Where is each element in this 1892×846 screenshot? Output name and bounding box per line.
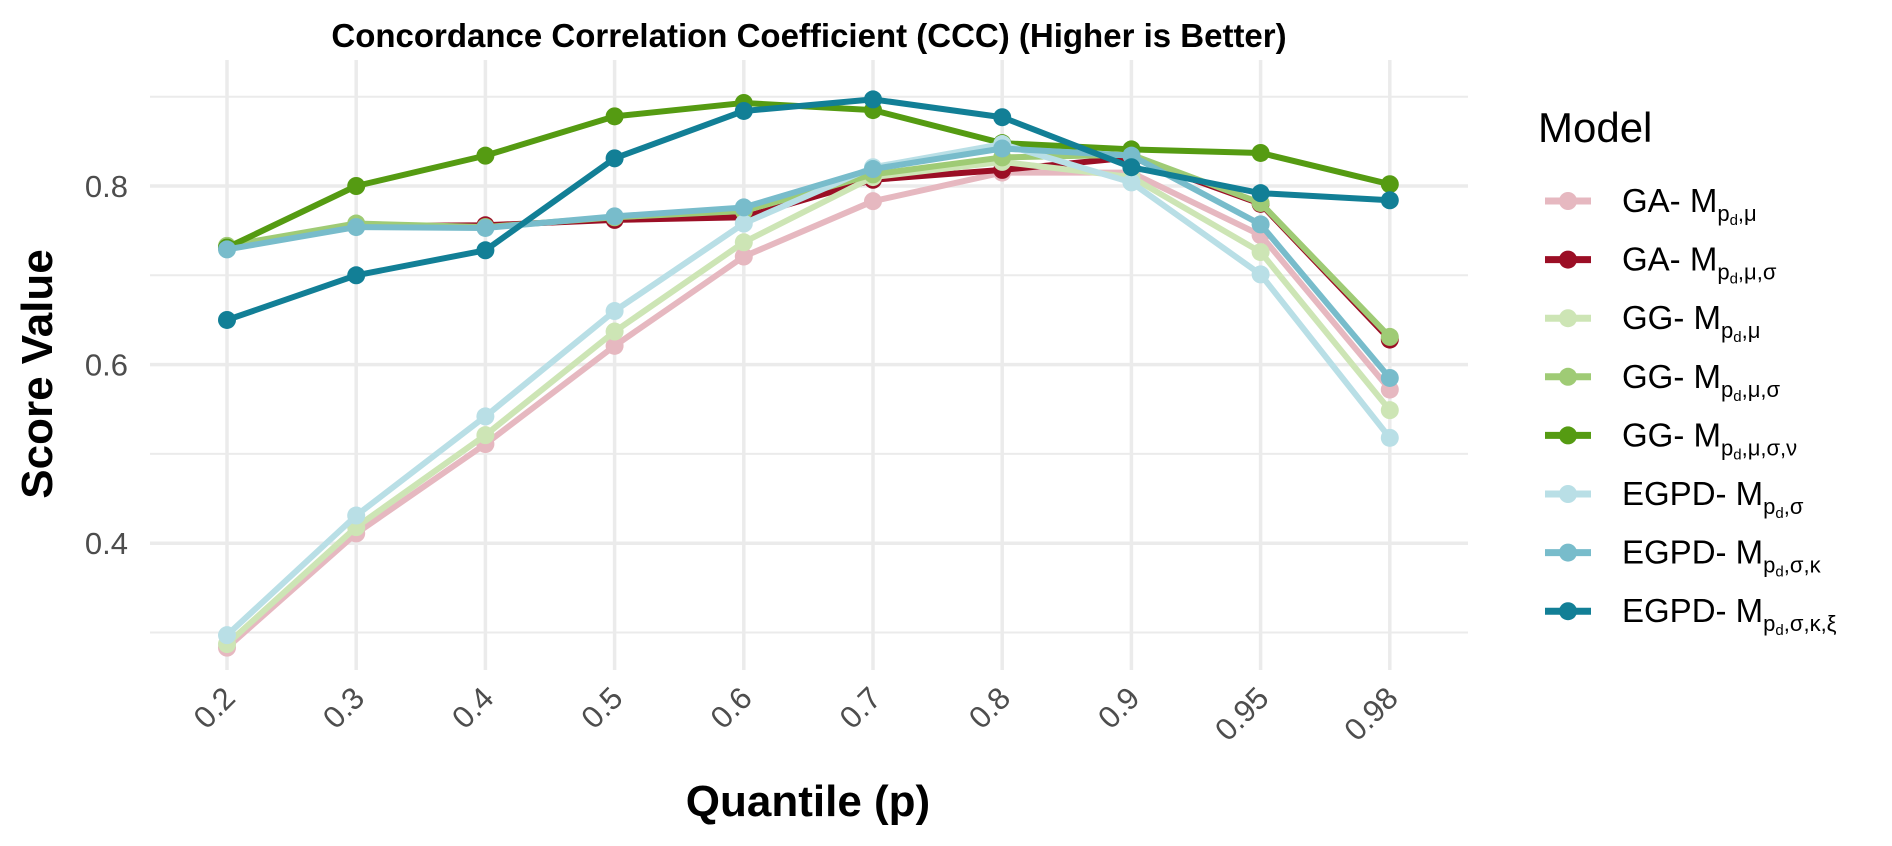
data-point — [864, 192, 882, 211]
legend-key-point — [1559, 309, 1577, 328]
data-point — [605, 207, 624, 226]
legend-item: GG- Mpd,μ — [1545, 299, 1760, 346]
legend-item: EGPD- Mpd,σ,κ,ξ — [1545, 592, 1837, 639]
data-point — [605, 149, 624, 168]
x-tick-label: 0.95 — [1208, 680, 1275, 747]
data-point — [734, 198, 753, 217]
y-tick-label: 0.8 — [85, 169, 128, 204]
data-point — [1380, 327, 1399, 346]
data-point — [476, 146, 495, 165]
data-point — [1122, 158, 1141, 177]
data-point — [347, 218, 366, 237]
data-point — [864, 160, 882, 179]
data-point — [734, 247, 753, 266]
legend-label: GA- Mpd,μ,σ — [1622, 241, 1777, 288]
data-point — [864, 90, 882, 109]
legend-key-point — [1559, 250, 1577, 269]
data-point — [1251, 143, 1270, 162]
series-line — [225, 169, 1393, 650]
data-point — [605, 336, 624, 355]
x-tick-label: 0.5 — [574, 680, 629, 735]
y-axis-ticks: 0.4 0.6 0.8 — [85, 169, 128, 561]
data-point — [476, 241, 495, 260]
data-point — [605, 322, 624, 341]
series-line — [226, 145, 1393, 380]
data-point — [1380, 368, 1399, 387]
chart-title: Concordance Correlation Coefficient (CCC… — [331, 17, 1286, 54]
series-layer — [218, 90, 1399, 657]
x-tick-label: 0.2 — [187, 680, 242, 735]
legend-key-point — [1559, 602, 1577, 621]
data-point — [1122, 173, 1141, 192]
legend-label: GA- Mpd,μ — [1622, 182, 1757, 229]
legend-key-point — [1559, 192, 1577, 210]
series-line — [224, 158, 1393, 647]
data-point — [993, 108, 1012, 127]
legend-key-point — [1559, 426, 1577, 445]
series-line — [226, 96, 1390, 323]
data-point — [1251, 215, 1270, 234]
data-point — [218, 626, 236, 645]
legend-item: GG- Mpd,μ,σ,ν — [1545, 416, 1797, 463]
legend-item: GG- Mpd,μ,σ — [1545, 358, 1780, 405]
y-tick-label: 0.4 — [85, 526, 128, 561]
x-tick-label: 0.8 — [962, 680, 1017, 735]
x-axis-title: Quantile (p) — [686, 777, 930, 826]
series-line — [224, 141, 1393, 638]
data-point — [605, 302, 624, 321]
data-point — [218, 310, 236, 329]
legend-item: GA- Mpd,μ — [1545, 182, 1757, 229]
data-point — [1380, 401, 1399, 420]
data-point — [476, 218, 495, 237]
data-point — [1251, 184, 1270, 203]
data-point — [993, 139, 1012, 158]
y-tick-label: 0.6 — [85, 348, 128, 383]
data-point — [476, 407, 495, 426]
data-point — [1380, 191, 1399, 210]
legend-key-point — [1559, 543, 1577, 562]
x-tick-label: 0.3 — [316, 680, 371, 735]
grid — [150, 60, 1468, 670]
x-tick-label: 0.4 — [445, 680, 500, 735]
legend-item: EGPD- Mpd,σ,κ — [1545, 534, 1822, 581]
data-point — [1251, 265, 1270, 284]
data-point — [605, 107, 624, 126]
legend-title: Model — [1538, 104, 1652, 151]
legend-label: EGPD- Mpd,σ,κ,ξ — [1622, 592, 1837, 639]
data-point — [734, 214, 753, 233]
legend-label: GG- Mpd,μ,σ — [1622, 358, 1780, 405]
data-point — [1380, 428, 1399, 447]
x-axis-ticks: 0.2 0.3 0.4 0.5 0.6 0.7 0.8 0.9 0.95 0.98 — [187, 680, 1405, 747]
x-tick-label: 0.6 — [704, 680, 759, 735]
data-point — [734, 233, 753, 252]
data-point — [476, 426, 495, 445]
x-tick-label: 0.7 — [833, 680, 888, 735]
legend-key-point — [1559, 485, 1577, 503]
x-tick-label: 0.9 — [1091, 680, 1146, 735]
data-point — [734, 101, 753, 120]
data-point — [347, 177, 366, 195]
legend-label: GG- Mpd,μ — [1622, 299, 1760, 346]
legend-label: EGPD- Mpd,σ — [1622, 475, 1804, 522]
data-point — [347, 506, 366, 525]
x-tick-label: 0.98 — [1337, 680, 1404, 747]
series-1 — [218, 163, 1399, 657]
y-axis-title: Score Value — [13, 249, 62, 498]
legend-label: EGPD- Mpd,σ,κ — [1622, 534, 1822, 581]
legend-label: GG- Mpd,μ,σ,ν — [1622, 416, 1797, 463]
data-point — [1380, 175, 1399, 194]
legend-item: EGPD- Mpd,σ — [1545, 475, 1804, 522]
series-6 — [218, 135, 1399, 645]
data-point — [218, 240, 236, 259]
data-point — [347, 266, 366, 285]
legend-item: GA- Mpd,μ,σ — [1545, 241, 1777, 288]
series-7 — [218, 139, 1399, 387]
data-point — [1251, 243, 1270, 262]
series-8 — [218, 90, 1399, 329]
legend: Model GA- Mpd,μ GA- Mpd,μ,σ GG- Mpd,μ GG- M… — [1538, 104, 1837, 639]
legend-key-point — [1559, 367, 1577, 386]
